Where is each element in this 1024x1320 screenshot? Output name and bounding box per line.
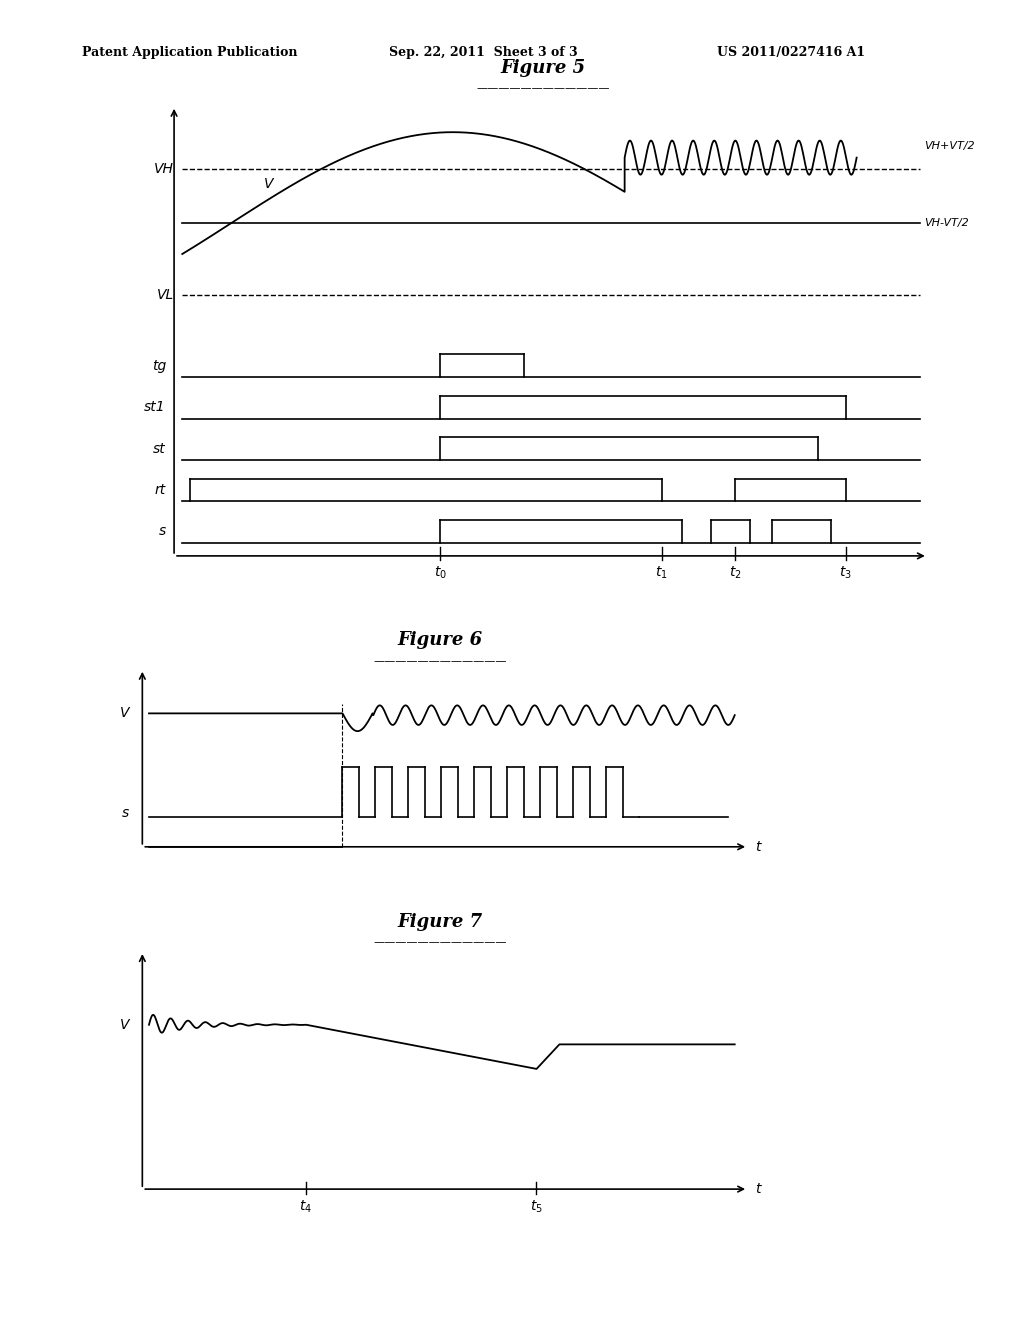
Text: tg: tg: [152, 359, 166, 372]
Text: ————————————: ————————————: [476, 83, 609, 94]
Text: $t_5$: $t_5$: [529, 1199, 543, 1216]
Text: $t_4$: $t_4$: [299, 1199, 312, 1216]
Text: Figure 7: Figure 7: [397, 912, 483, 931]
Text: st1: st1: [144, 400, 166, 414]
Text: $t_3$: $t_3$: [840, 565, 852, 581]
Text: $t_0$: $t_0$: [434, 565, 446, 581]
Text: $t_2$: $t_2$: [729, 565, 741, 581]
Text: rt: rt: [155, 483, 166, 496]
Text: t: t: [755, 840, 760, 854]
Text: VH+VT/2: VH+VT/2: [924, 141, 974, 152]
Text: V: V: [120, 706, 129, 721]
Text: Figure 5: Figure 5: [500, 58, 586, 77]
Text: VH: VH: [155, 162, 174, 176]
Text: Figure 6: Figure 6: [397, 631, 483, 649]
Text: V: V: [264, 177, 273, 191]
Text: s: s: [122, 807, 129, 820]
Text: V: V: [120, 1018, 129, 1032]
Text: t: t: [755, 1183, 760, 1196]
Text: Patent Application Publication: Patent Application Publication: [82, 46, 297, 59]
Text: ————————————: ————————————: [374, 937, 507, 948]
Text: Sep. 22, 2011  Sheet 3 of 3: Sep. 22, 2011 Sheet 3 of 3: [389, 46, 578, 59]
Text: VH-VT/2: VH-VT/2: [924, 218, 969, 228]
Text: s: s: [159, 524, 166, 539]
Text: $t_1$: $t_1$: [655, 565, 668, 581]
Text: ————————————: ————————————: [374, 656, 507, 667]
Text: US 2011/0227416 A1: US 2011/0227416 A1: [717, 46, 865, 59]
Text: st: st: [154, 442, 166, 455]
Text: VL: VL: [157, 288, 174, 302]
